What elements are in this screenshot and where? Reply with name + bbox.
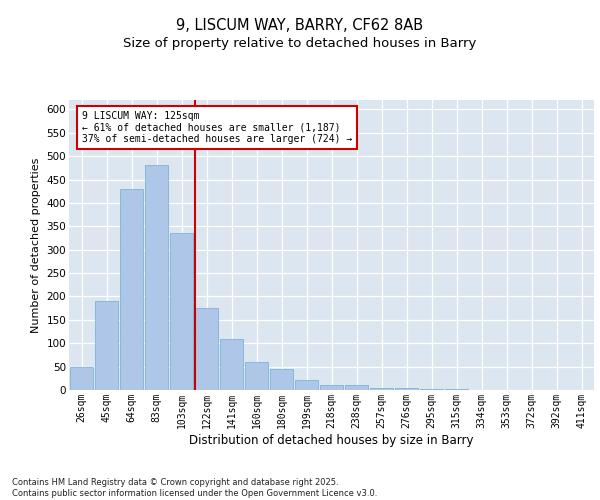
Y-axis label: Number of detached properties: Number of detached properties	[31, 158, 41, 332]
Text: Contains HM Land Registry data © Crown copyright and database right 2025.
Contai: Contains HM Land Registry data © Crown c…	[12, 478, 377, 498]
Bar	[395, 388, 418, 390]
Bar	[370, 388, 393, 390]
Bar	[420, 389, 443, 390]
Bar	[195, 308, 218, 390]
Bar	[270, 369, 293, 390]
Bar	[345, 386, 368, 390]
Bar	[120, 189, 143, 390]
Text: 9 LISCUM WAY: 125sqm
← 61% of detached houses are smaller (1,187)
37% of semi-de: 9 LISCUM WAY: 125sqm ← 61% of detached h…	[82, 111, 352, 144]
Text: 9, LISCUM WAY, BARRY, CF62 8AB: 9, LISCUM WAY, BARRY, CF62 8AB	[176, 18, 424, 32]
Bar	[145, 166, 168, 390]
Bar	[70, 366, 93, 390]
Bar	[170, 234, 193, 390]
Bar	[295, 380, 318, 390]
X-axis label: Distribution of detached houses by size in Barry: Distribution of detached houses by size …	[189, 434, 474, 446]
Bar	[220, 338, 243, 390]
Bar	[445, 389, 468, 390]
Bar	[245, 362, 268, 390]
Bar	[320, 386, 343, 390]
Bar	[95, 301, 118, 390]
Text: Size of property relative to detached houses in Barry: Size of property relative to detached ho…	[124, 38, 476, 51]
